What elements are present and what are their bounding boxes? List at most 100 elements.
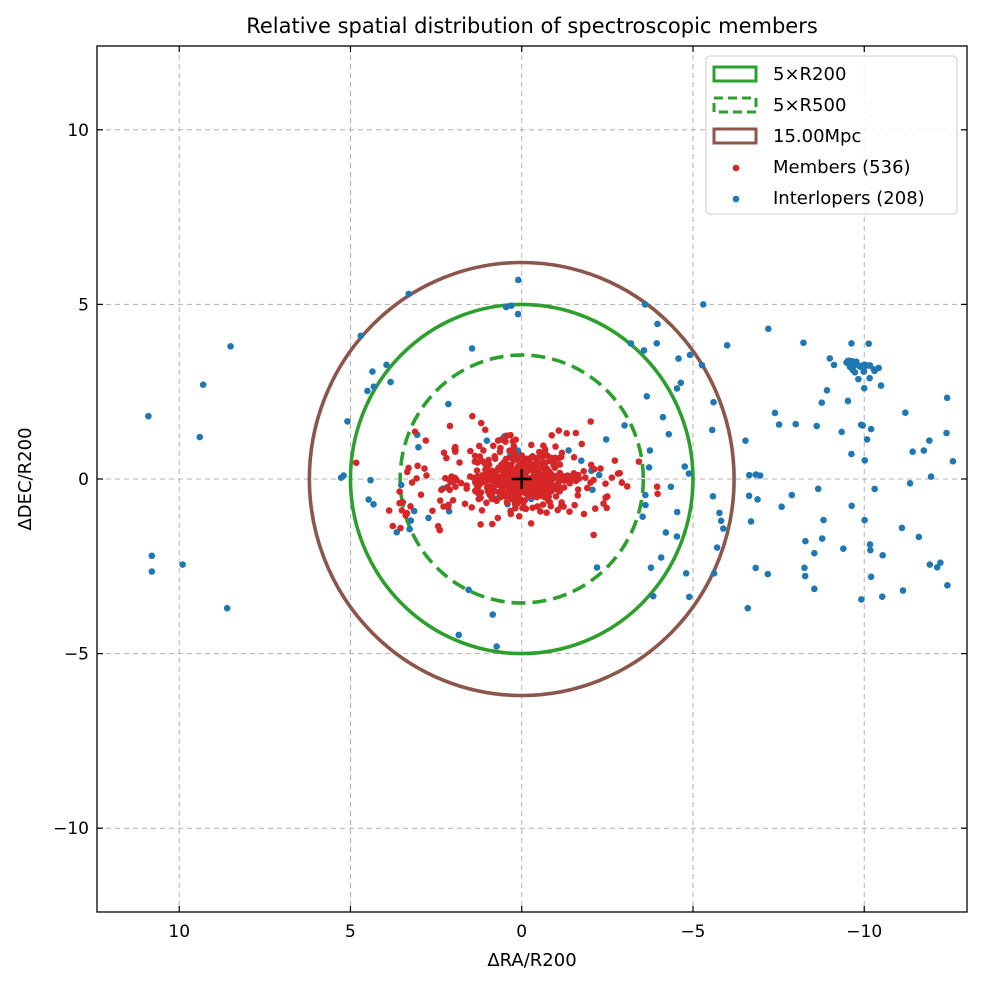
interloper-point [367,476,374,484]
interloper-point [792,420,800,428]
member-point [557,453,565,461]
interloper-point [686,351,694,359]
circles-layer [307,260,736,698]
member-point [449,496,457,504]
member-point [653,483,661,491]
interloper-point [673,533,681,540]
interloper-point [801,572,809,580]
interloper-point [745,492,753,500]
interloper-point [944,582,951,589]
interloper-point [844,397,852,405]
interloper-point [148,552,156,560]
interloper-point [943,394,951,402]
interloper-point [926,437,933,444]
member-point [397,524,404,532]
member-point [497,477,504,484]
interloper-point [871,485,878,493]
member-point [574,492,582,499]
interloper-point [514,310,522,318]
member-point [352,459,360,467]
interloper-point [937,559,944,566]
interloper-point [657,554,665,561]
center-marker [511,469,532,489]
member-point [474,459,481,466]
interloper-point [866,541,874,548]
interloper-point [675,355,682,362]
interloper-point [223,604,231,612]
interloper-point [383,361,390,369]
interloper-point [415,443,422,451]
member-point [507,431,514,439]
member-point [534,503,541,510]
interloper-point [863,436,871,443]
interloper-point [593,564,601,571]
member-point [422,437,430,444]
interloper-point [370,501,377,508]
member-point [548,431,556,439]
member-point [491,453,499,460]
interloper-point [830,361,838,369]
interloper-point [742,437,749,445]
interloper-point [682,569,690,577]
legend-box [705,55,958,215]
legend: 5×R200 5×R500 15.00Mpc Members (536) Interlo… [705,55,958,215]
member-point [469,412,476,420]
member-point [446,486,454,494]
interloper-point [654,320,661,328]
interloper-point [771,409,779,417]
member-point [535,448,543,456]
interloper-point [867,546,874,554]
interloper-point [665,430,673,438]
legend-marker [732,164,740,172]
interloper-point [364,387,371,395]
interloper-point [370,383,378,390]
member-point [545,497,552,505]
interloper-point [667,483,675,491]
interloper-point [483,437,491,444]
member-point [473,467,481,474]
interloper-point [227,343,234,350]
member-point [473,483,481,490]
interloper-point [752,471,760,478]
y-tick-label: −5 [64,645,89,665]
member-point [417,491,425,498]
member-point [578,440,586,448]
interloper-point [710,398,717,406]
interloper-point [765,325,772,333]
member-point [421,465,428,472]
member-point [555,427,563,434]
interloper-point [858,596,865,603]
member-point [453,476,460,484]
member-point [520,502,527,510]
interloper-point [866,374,873,382]
member-point [480,447,487,454]
interloper-point [865,340,872,347]
y-tick-label: 5 [78,295,89,315]
interloper-point [699,301,707,308]
legend-label: 5×R500 [773,95,846,116]
member-point [498,489,506,496]
member-point [517,463,524,471]
x-tick-label: 0 [516,922,527,942]
interloper-point [645,464,653,471]
interloper-point [145,412,152,420]
y-tick-label: −10 [53,819,89,839]
member-point [483,484,491,492]
member-point [566,508,573,515]
member-point [456,459,463,466]
member-point [474,473,481,480]
interloper-point [673,385,681,392]
member-point [484,473,491,481]
member-point [451,443,459,451]
member-point [398,507,406,514]
member-point [440,449,448,456]
interloper-point [717,517,725,525]
member-point [538,492,546,500]
member-point [583,484,591,492]
member-point [536,463,544,470]
interloper-point [927,473,935,480]
interloper-point [902,409,909,416]
member-point [494,466,502,473]
chart-title: Relative spatial distribution of spectro… [246,14,818,38]
